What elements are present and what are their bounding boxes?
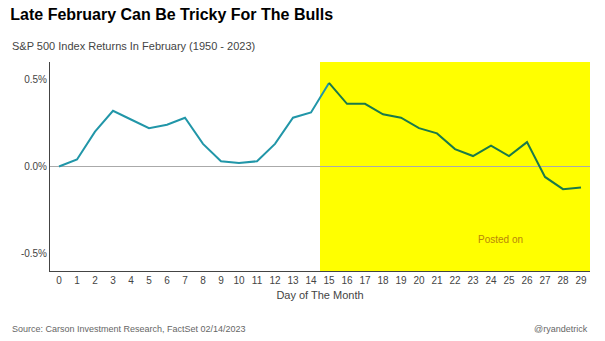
svg-text:29: 29 xyxy=(575,275,587,286)
svg-text:14: 14 xyxy=(305,275,317,286)
svg-text:1: 1 xyxy=(74,275,80,286)
svg-text:15: 15 xyxy=(323,275,335,286)
svg-text:17: 17 xyxy=(359,275,371,286)
svg-text:-0.5%: -0.5% xyxy=(21,248,47,259)
svg-text:26: 26 xyxy=(521,275,533,286)
svg-text:21: 21 xyxy=(431,275,443,286)
svg-text:Source: Carson Investment Rese: Source: Carson Investment Research, Fact… xyxy=(12,324,246,334)
svg-text:12: 12 xyxy=(269,275,281,286)
svg-text:0.5%: 0.5% xyxy=(24,74,47,85)
svg-text:13: 13 xyxy=(287,275,299,286)
svg-text:5: 5 xyxy=(146,275,152,286)
svg-text:18: 18 xyxy=(377,275,389,286)
svg-text:23: 23 xyxy=(467,275,479,286)
svg-text:0: 0 xyxy=(56,275,62,286)
svg-text:24: 24 xyxy=(485,275,497,286)
svg-text:@ryandetrick: @ryandetrick xyxy=(534,324,588,334)
svg-text:11: 11 xyxy=(252,275,263,286)
svg-text:9: 9 xyxy=(218,275,224,286)
svg-text:4: 4 xyxy=(128,275,134,286)
svg-text:6: 6 xyxy=(164,275,170,286)
svg-text:7: 7 xyxy=(182,275,188,286)
svg-text:8: 8 xyxy=(200,275,206,286)
svg-text:28: 28 xyxy=(557,275,569,286)
svg-text:19: 19 xyxy=(395,275,407,286)
svg-text:20: 20 xyxy=(413,275,425,286)
svg-text:S&P 500 Index Returns In Febru: S&P 500 Index Returns In February (1950 … xyxy=(12,40,255,52)
svg-text:22: 22 xyxy=(449,275,461,286)
svg-text:2: 2 xyxy=(92,275,98,286)
svg-text:27: 27 xyxy=(539,275,551,286)
svg-text:10: 10 xyxy=(233,275,245,286)
svg-text:0.0%: 0.0% xyxy=(24,161,47,172)
svg-text:Posted on: Posted on xyxy=(478,234,523,245)
svg-text:3: 3 xyxy=(110,275,116,286)
svg-text:16: 16 xyxy=(341,275,353,286)
svg-text:25: 25 xyxy=(503,275,515,286)
svg-text:Day of The Month: Day of The Month xyxy=(276,289,363,301)
svg-text:Late February Can Be Tricky Fo: Late February Can Be Tricky For The Bull… xyxy=(10,6,333,23)
